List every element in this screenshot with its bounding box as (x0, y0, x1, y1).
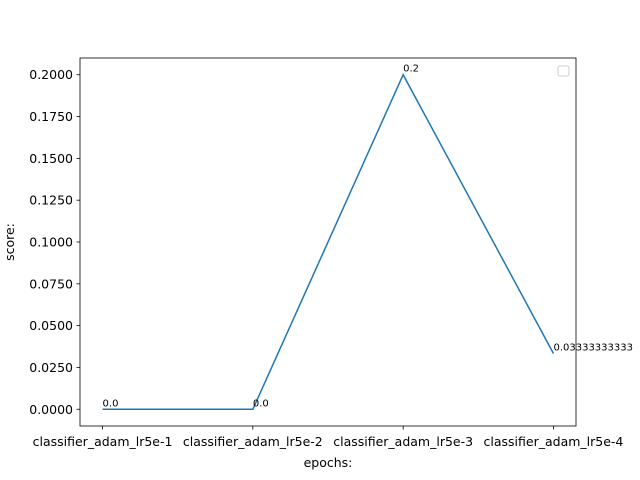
y-tick-label: 0.1500 (29, 151, 73, 166)
y-axis-label: score: (2, 223, 17, 261)
x-tick-label: classifier_adam_lr5e-3 (333, 434, 473, 449)
y-tick-label: 0.0500 (29, 318, 73, 333)
legend-box (557, 65, 570, 77)
y-tick-label: 0.1750 (29, 109, 73, 124)
x-tick-label: classifier_adam_lr5e-2 (183, 434, 323, 449)
y-tick-label: 0.2000 (29, 67, 73, 82)
y-tick-label: 0.1250 (29, 193, 73, 208)
data-label: 0.03333333333 (553, 343, 633, 354)
y-tick-label: 0.0000 (29, 402, 73, 417)
data-label: 0.0 (103, 398, 119, 409)
data-label: 0.0 (253, 398, 269, 409)
y-tick-label: 0.1000 (29, 235, 73, 250)
x-axis-label: epochs: (304, 455, 353, 470)
x-tick-label: classifier_adam_lr5e-1 (33, 434, 173, 449)
line (102, 73, 555, 411)
y-tick-label: 0.0250 (29, 360, 73, 375)
y-tick-label: 0.0750 (29, 276, 73, 291)
x-tick-label: classifier_adam_lr5e-4 (484, 434, 624, 449)
data-label: 0.2 (403, 64, 419, 75)
